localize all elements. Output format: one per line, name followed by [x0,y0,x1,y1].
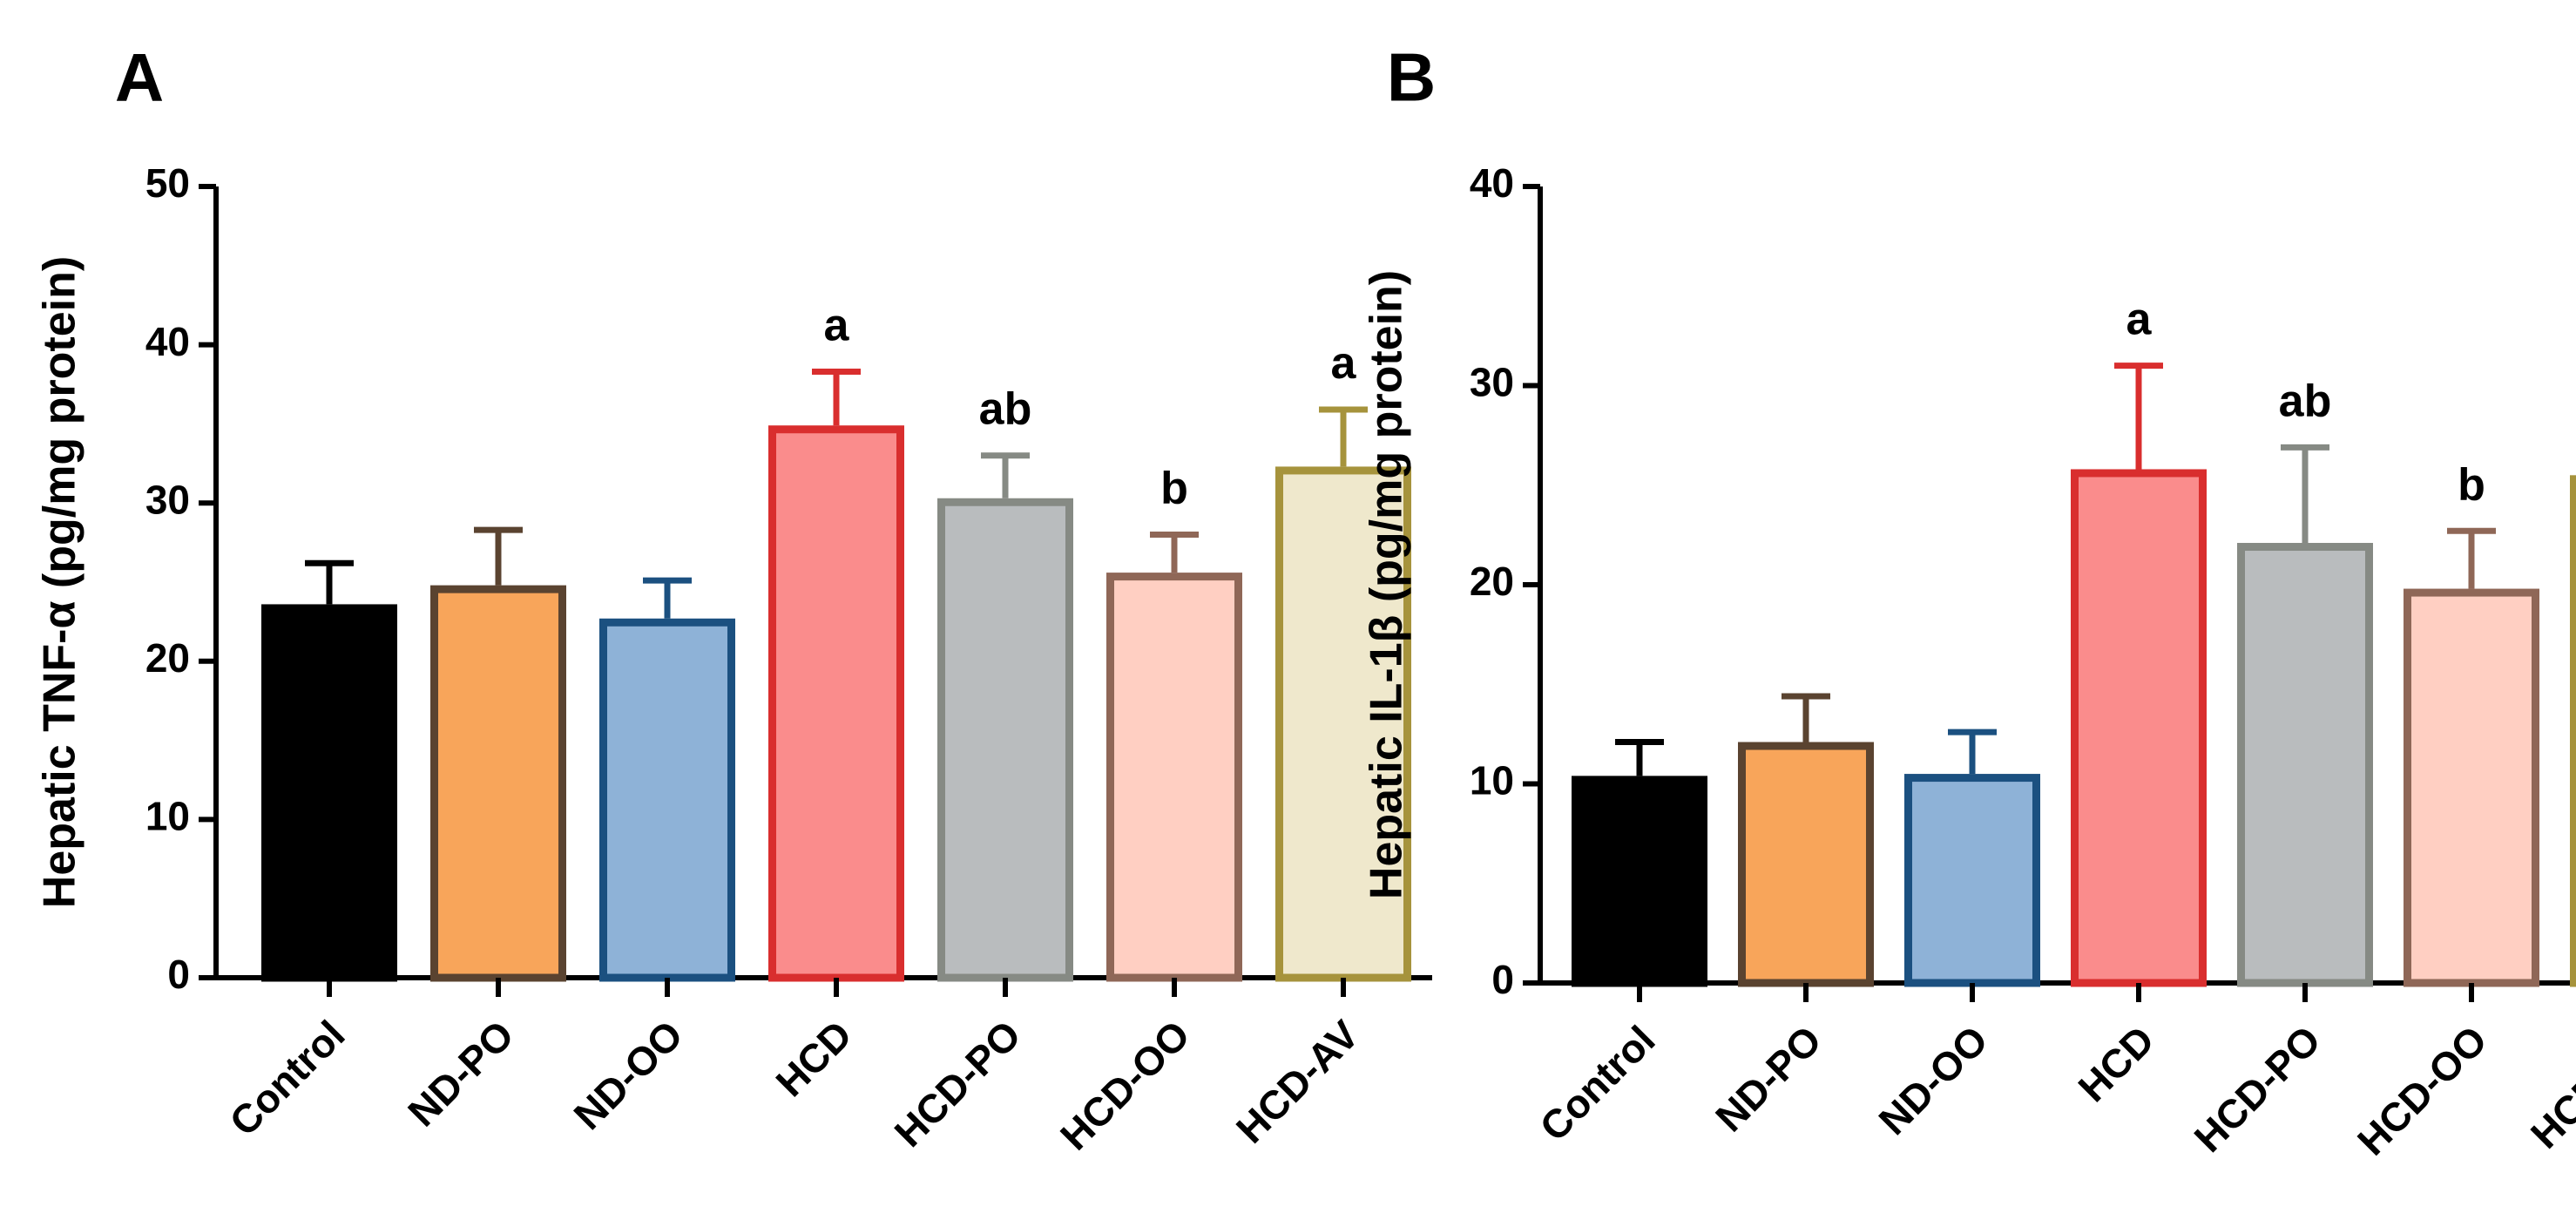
y-tick-label: 0 [1491,957,1514,1002]
bar-nd-oo [1904,774,2040,987]
significance-label: a [824,300,850,350]
chart-panel-b: B Hepatic IL-1β (pg/mg protein) 0 10 20 30 40 C… [1362,39,2576,1164]
category-label: ND-PO [1707,1017,1830,1141]
y-tick-label: 20 [145,635,190,681]
y-axis-label: Hepatic TNF-α (pg/mg protein) [35,256,85,908]
category-label: HCD [2069,1017,2162,1110]
bar-hcd-av [1275,466,1411,982]
panel-label: B [1387,39,1436,116]
bar-nd-po [1738,742,1874,987]
significance-label: a [1331,338,1357,389]
category-label: ND-OO [565,1012,691,1138]
bar-hcd [768,425,904,982]
y-axis-label: Hepatic IL-1β (pg/mg protein) [1362,270,1412,899]
significance-label: b [2458,459,2485,510]
significance-label: a [2126,295,2153,345]
bar-control [261,604,397,982]
chart-panel-a: A Hepatic TNF-α (pg/mg protein) 0 10 20 30 40 5… [35,39,1432,1159]
category-label: Control [220,1012,353,1144]
y-tick-label: 30 [1470,360,1514,405]
y-tick-label: 30 [145,477,190,522]
y-tick-label: 50 [145,160,190,206]
bar-control [1572,776,1707,987]
category-label: ND-OO [1869,1017,1996,1143]
y-tick-label: 10 [145,794,190,839]
y-tick-label: 40 [145,319,190,364]
category-label: HCD-OO [2349,1017,2496,1164]
category-label: ND-PO [399,1012,523,1135]
category-label: HCD [767,1012,860,1105]
category-label: HCD-OO [1051,1012,1199,1159]
bar-hcd [2071,469,2207,987]
bar-nd-oo [599,618,735,982]
y-tick-label: 40 [1470,160,1514,206]
significance-label: ab [2279,376,2332,426]
y-tick-label: 20 [1470,559,1514,604]
significance-label: b [1160,464,1188,514]
bar-hcd-po [2237,543,2373,987]
bar-nd-po [430,585,566,982]
category-label: Control [1531,1017,1663,1149]
panel-label: A [115,39,164,116]
bar-hcd-oo [1106,573,1242,982]
category-label: HCD-PO [886,1012,1030,1156]
bar-hcd-po [937,498,1073,982]
category-label: HCD-PO [2186,1017,2329,1161]
category-label: HCD-AV [1227,1012,1368,1152]
y-tick-label: 10 [1470,758,1514,803]
significance-label: ab [979,384,1032,435]
bar-hcd-oo [2404,588,2539,987]
category-label: HCD-AV [2522,1017,2576,1157]
y-tick-label: 0 [167,952,190,997]
bar-hcd-av [2570,475,2576,987]
